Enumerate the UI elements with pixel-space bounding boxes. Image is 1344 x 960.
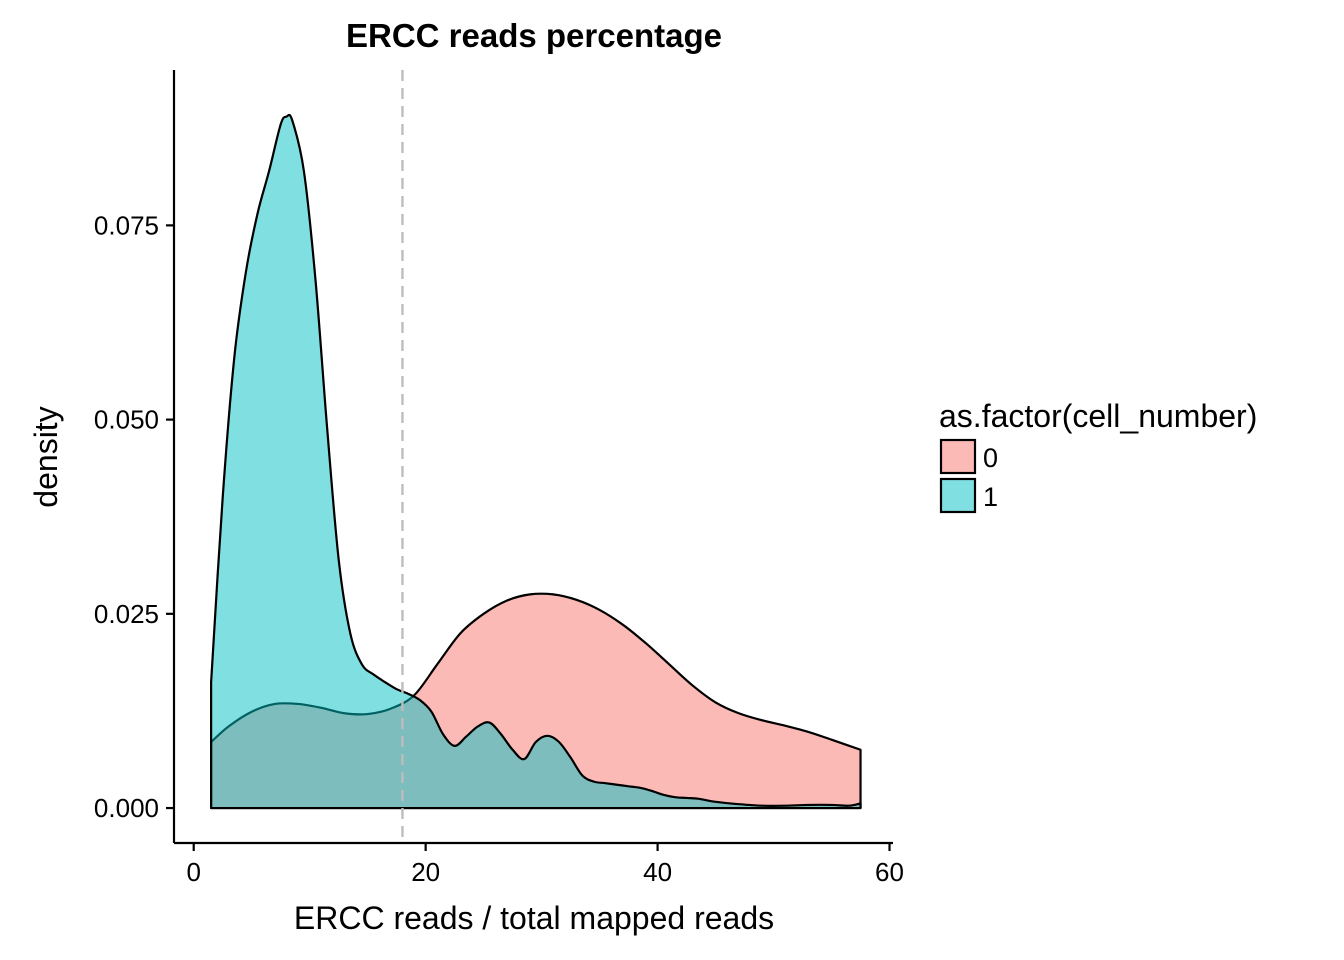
density-area-1	[210, 113, 862, 810]
x-tick-label: 20	[411, 857, 440, 887]
legend-label-1: 1	[983, 482, 998, 512]
y-axis-title: density	[28, 406, 64, 507]
x-tick-label: 40	[643, 857, 672, 887]
y-tick-label: 0.075	[94, 210, 159, 240]
legend: as.factor(cell_number) 0 1	[939, 398, 1257, 514]
chart-title: ERCC reads percentage	[346, 17, 722, 54]
plot-area	[210, 70, 862, 843]
x-tick-label: 60	[875, 857, 904, 887]
legend-label-0: 0	[983, 443, 998, 473]
y-tick-label: 0.050	[94, 405, 159, 435]
x-axis-title: ERCC reads / total mapped reads	[294, 900, 774, 936]
legend-key-1	[939, 477, 977, 514]
x-axis-ticks: 0 20 40 60	[186, 843, 904, 887]
y-tick-label: 0.000	[94, 793, 159, 823]
legend-key-0	[939, 438, 977, 475]
y-axis-ticks: 0.000 0.025 0.050 0.075	[94, 210, 174, 823]
y-tick-label: 0.025	[94, 599, 159, 629]
legend-title: as.factor(cell_number)	[939, 398, 1257, 434]
x-tick-label: 0	[186, 857, 200, 887]
